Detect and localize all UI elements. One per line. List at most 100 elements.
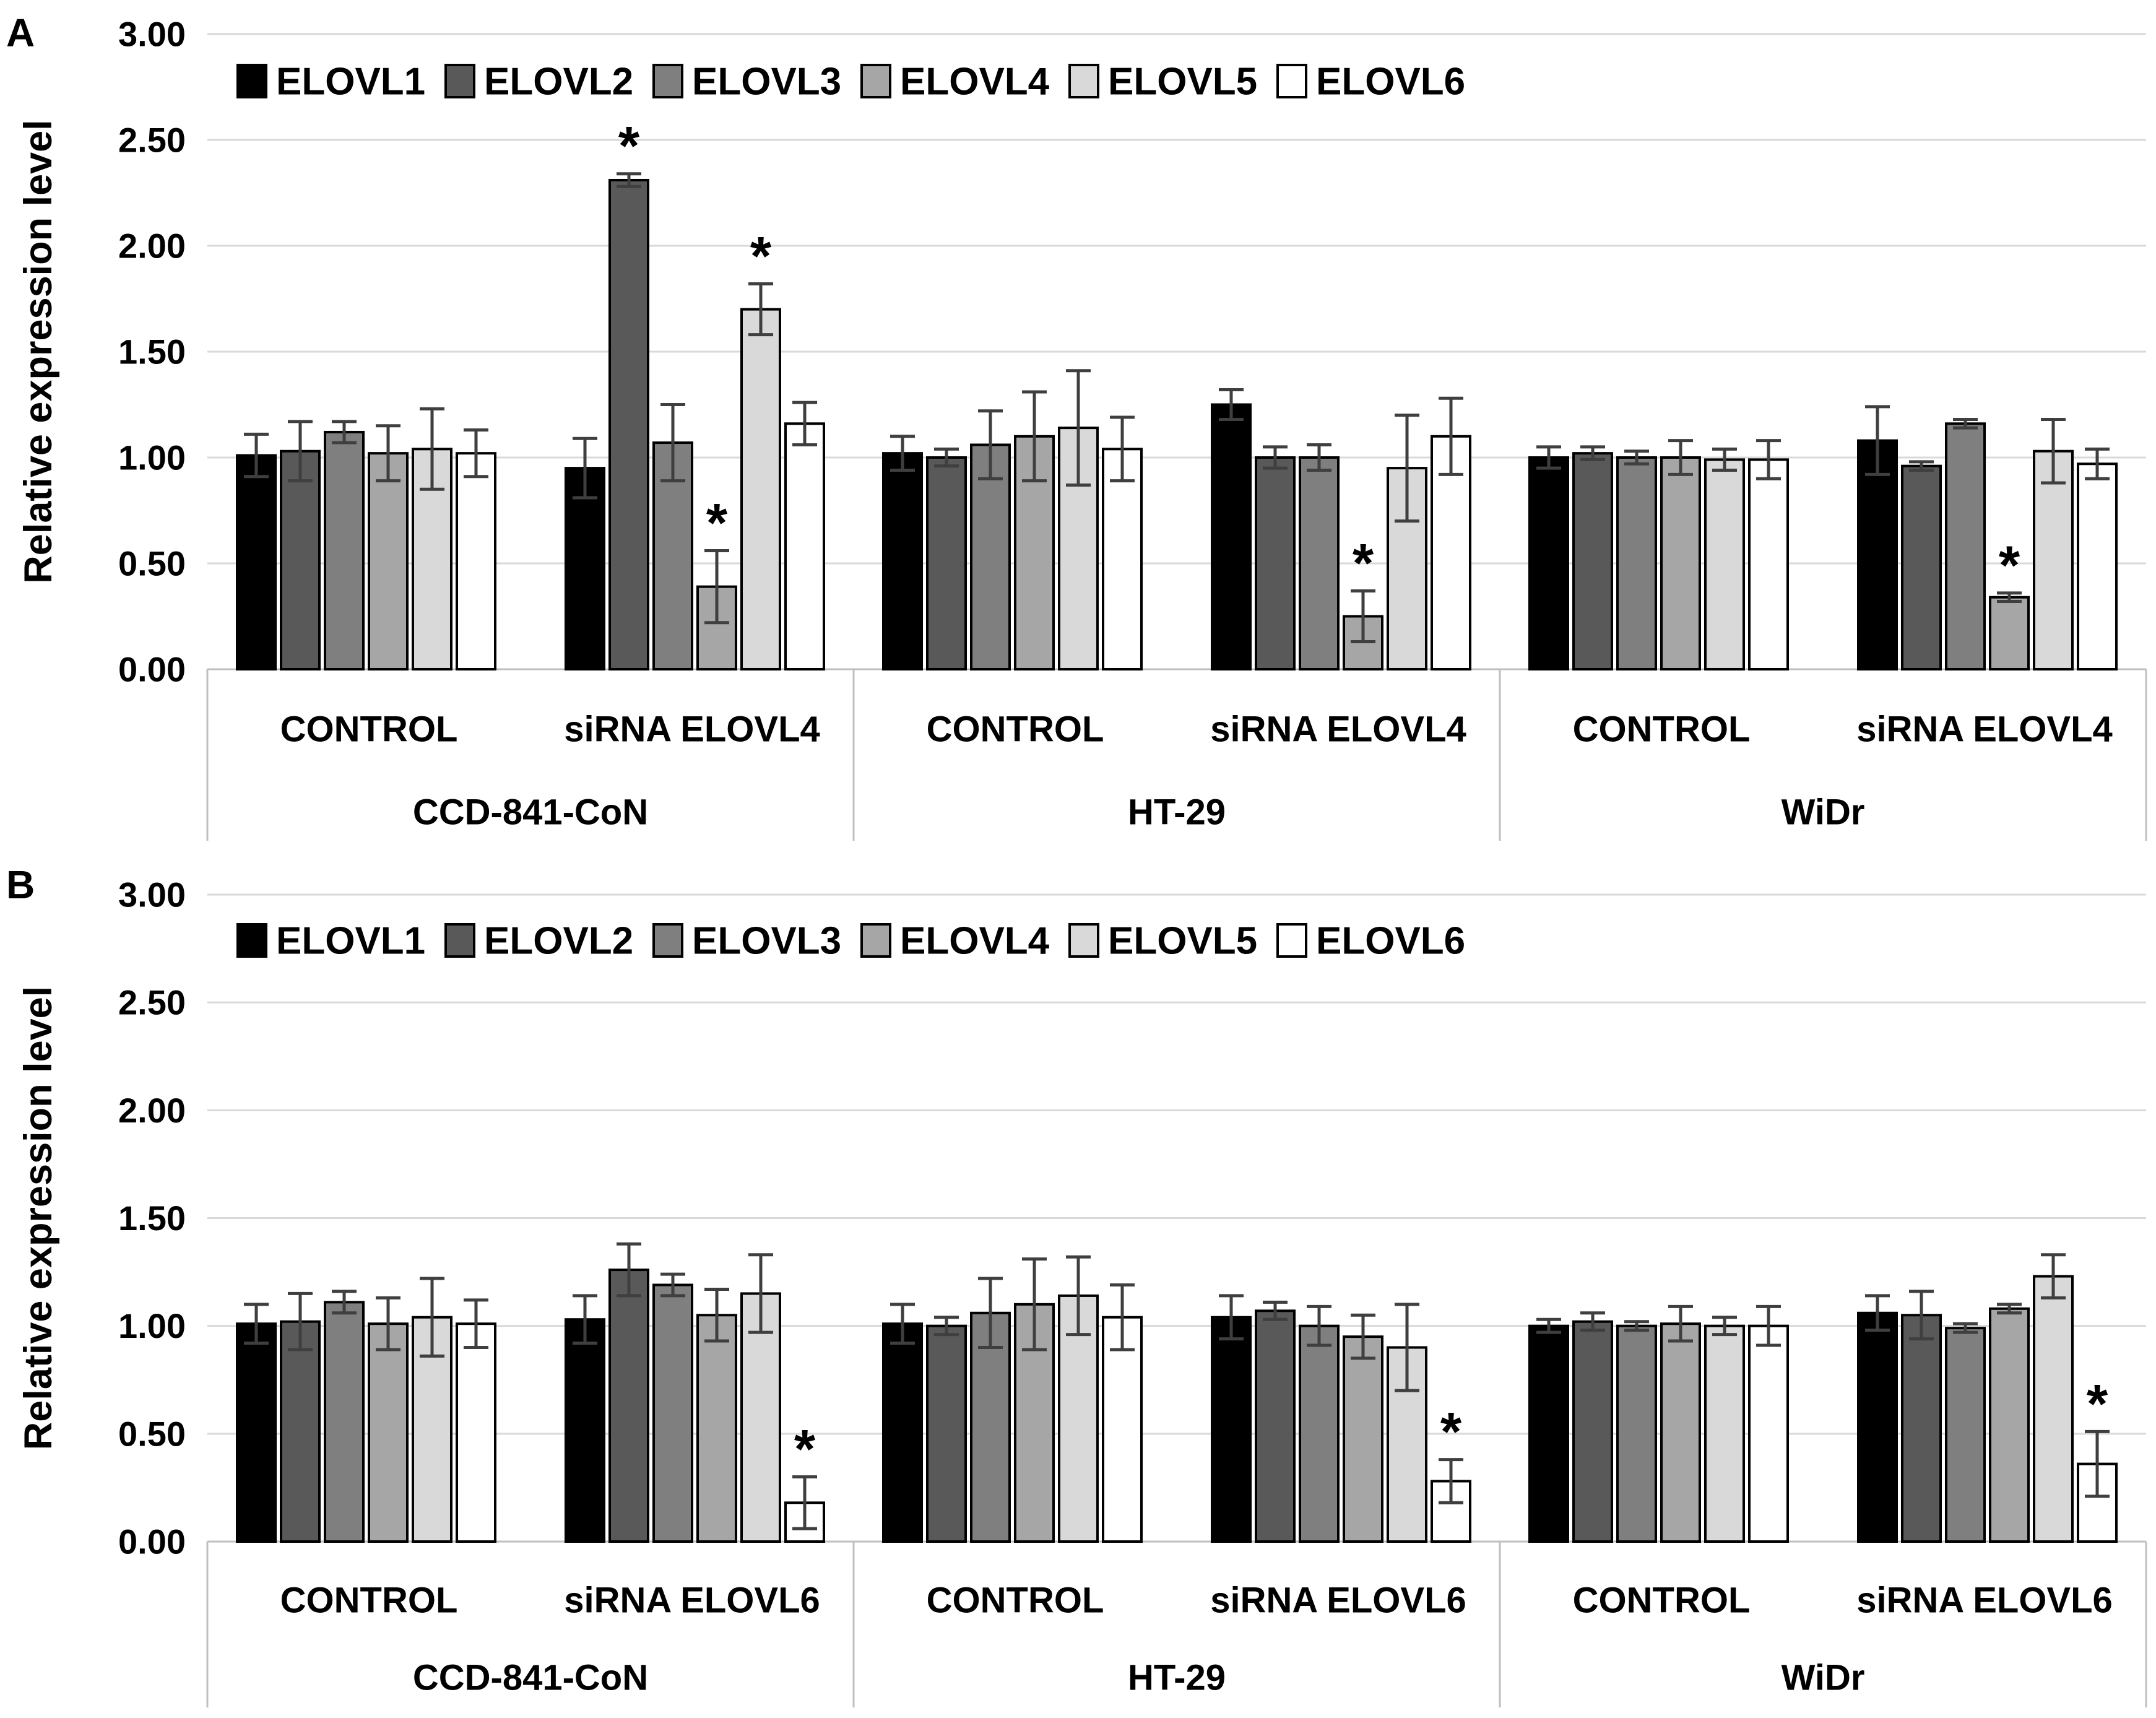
y-tick-label: 0.00 (118, 1522, 186, 1561)
error-bar (1219, 388, 1244, 421)
y-tick-label: 1.00 (118, 438, 186, 477)
error-bar (1022, 1257, 1047, 1351)
y-tick-label: 2.00 (118, 1091, 186, 1130)
error-bar (1307, 443, 1331, 472)
bar-ELOVL2 (1255, 1309, 1296, 1543)
condition-label: siRNA ELOVL4 (1856, 709, 2113, 750)
legend-swatch (1068, 923, 1099, 958)
panel-b-letter: B (6, 862, 35, 907)
error-bar (1263, 1300, 1288, 1321)
legend-label: ELOVL1 (276, 920, 425, 963)
bar-ELOVL4 (368, 452, 409, 670)
error-bar (792, 401, 817, 446)
error-bar (934, 447, 959, 468)
bar-ELOVL5 (1704, 1324, 1745, 1543)
legend-item-ELOVL6: ELOVL6 (1276, 61, 1465, 103)
error-bar (890, 1303, 915, 1345)
significance-asterisk: * (1999, 534, 2020, 596)
y-tick-label: 0.50 (118, 544, 186, 583)
legend-swatch (444, 64, 475, 98)
cell-line-label: HT-29 (1128, 792, 1226, 833)
legend-item-ELOVL6: ELOVL6 (1276, 920, 1465, 963)
condition-label: CONTROL (280, 1581, 458, 1621)
significance-asterisk: * (618, 115, 640, 176)
significance-asterisk: * (794, 1418, 816, 1480)
legend-item-ELOVL1: ELOVL1 (236, 920, 425, 963)
error-bar (376, 424, 400, 483)
y-tick-label: 3.00 (118, 15, 186, 54)
error-bar (748, 1253, 773, 1334)
bar-ELOVL6 (784, 422, 825, 671)
error-bar (2041, 1253, 2066, 1299)
bar-ELOVL4 (1343, 1335, 1383, 1543)
error-bar (1712, 447, 1737, 472)
condition-label: siRNA ELOVL6 (1210, 1581, 1466, 1621)
error-bar (1307, 1304, 1331, 1347)
bar-ELOVL5 (1704, 458, 1745, 670)
error-bar (1624, 1320, 1649, 1332)
bar-ELOVL2 (1572, 452, 1613, 670)
error-bar (1439, 396, 1463, 476)
bar-ELOVL3 (1616, 456, 1657, 670)
y-tick-label: 1.50 (118, 332, 186, 371)
condition-label: CONTROL (1573, 1581, 1751, 1621)
cell-line-label: CCD-841-CoN (413, 792, 648, 833)
error-bar (978, 1277, 1003, 1349)
significance-asterisk: * (706, 492, 728, 553)
bar-ELOVL1 (882, 452, 923, 670)
error-bar (2085, 1429, 2110, 1498)
bar-ELOVL2 (1572, 1320, 1613, 1543)
legend-item-ELOVL4: ELOVL4 (860, 920, 1050, 963)
y-tick-label: 3.00 (118, 875, 186, 914)
legend-label: ELOVL2 (484, 61, 633, 103)
error-bar (1066, 369, 1091, 487)
bar-ELOVL6 (456, 452, 496, 670)
error-bar (617, 172, 641, 188)
cell-line-label: CCD-841-CoN (413, 1658, 648, 1698)
legend-label: ELOVL4 (900, 61, 1050, 103)
bar-ELOVL1 (1528, 456, 1569, 670)
condition-label: CONTROL (927, 709, 1104, 750)
significance-asterisk: * (1353, 532, 1374, 593)
error-bar (1110, 415, 1135, 483)
bar-ELOVL4 (696, 1314, 737, 1543)
error-bar (1865, 1294, 1890, 1332)
error-bar (934, 1316, 959, 1337)
condition-label: siRNA ELOVL4 (1210, 709, 1466, 750)
bar-ELOVL1 (565, 1318, 605, 1543)
bar-ELOVL4 (368, 1322, 409, 1543)
error-bar (1536, 445, 1561, 470)
bar-ELOVL5 (1387, 1346, 1427, 1543)
bar-ELOVL2 (280, 1320, 321, 1543)
error-bar (704, 1287, 729, 1343)
error-bar (1536, 1317, 1561, 1334)
bar-ELOVL3 (1616, 1324, 1657, 1543)
panel-A: 3.00 2.50 2.00 1.50 1.00 0.50 0.00 Relative exp… (17, 15, 2147, 841)
condition-label: CONTROL (927, 1581, 1104, 1621)
error-bar (1351, 1313, 1375, 1360)
bar-ELOVL3 (1299, 456, 1340, 670)
legend-item-ELOVL3: ELOVL3 (652, 920, 841, 963)
bar-ELOVL3 (1299, 1324, 1340, 1543)
bar-ELOVL4 (1989, 596, 2030, 670)
error-bar (288, 1291, 313, 1351)
bar-ELOVL5 (1058, 1294, 1099, 1543)
legend-label: ELOVL5 (1108, 61, 1257, 103)
y-tick-label: 1.50 (118, 1199, 186, 1238)
bar-ELOVL3 (1945, 422, 1986, 671)
bar-ELOVL4 (1989, 1307, 2030, 1543)
error-bar (1066, 1255, 1091, 1337)
legend-item-ELOVL5: ELOVL5 (1068, 920, 1257, 963)
legend-label: ELOVL6 (1316, 920, 1465, 963)
bar-ELOVL5 (740, 1292, 781, 1543)
y-axis-title: Relative expression level (17, 119, 60, 583)
y-axis-title: Relative expression level (17, 986, 60, 1450)
legend-swatch (1068, 64, 1099, 98)
error-bar (1219, 1294, 1244, 1341)
error-bar (1756, 1304, 1781, 1347)
legend-swatch (652, 64, 683, 98)
bar-ELOVL1 (1211, 1316, 1252, 1543)
legend-label: ELOVL6 (1316, 61, 1465, 103)
legend-item-ELOVL3: ELOVL3 (652, 61, 841, 103)
bar-ELOVL3 (970, 1311, 1011, 1543)
